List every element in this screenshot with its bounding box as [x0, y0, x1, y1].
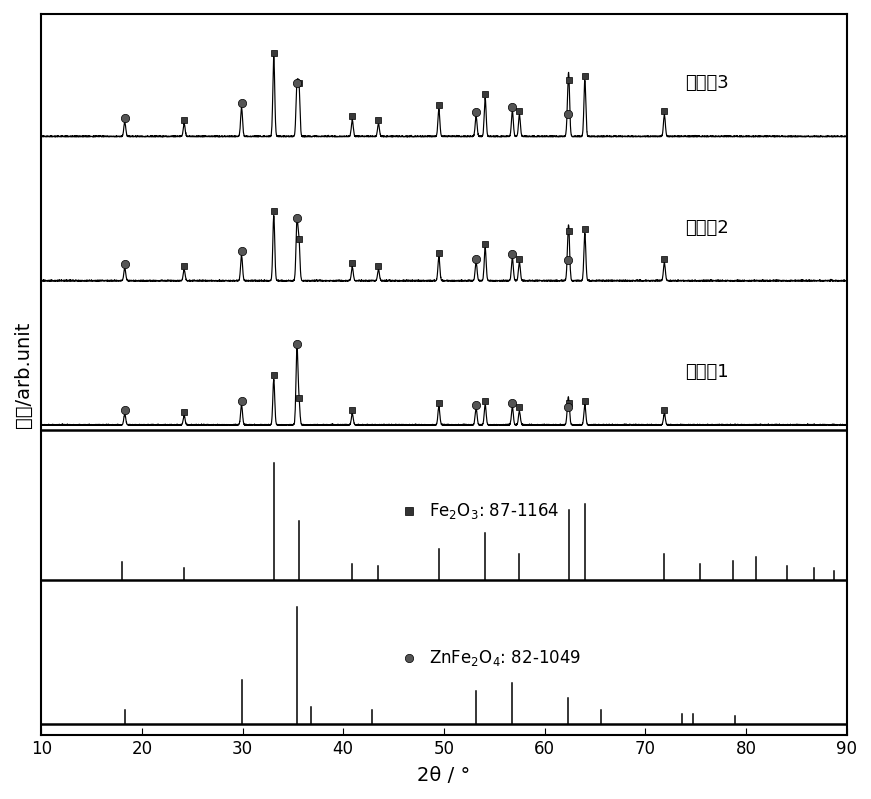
Text: 实施䕡2: 实施䕡2 — [685, 219, 729, 237]
Text: 实施䕡3: 实施䕡3 — [685, 74, 729, 93]
X-axis label: 2θ / °: 2θ / ° — [417, 766, 470, 785]
Text: Fe$_2$O$_3$: 87-1164: Fe$_2$O$_3$: 87-1164 — [429, 501, 559, 521]
Text: ZnFe$_2$O$_4$: 82-1049: ZnFe$_2$O$_4$: 82-1049 — [429, 648, 581, 668]
Y-axis label: 强度/arb.unit: 强度/arb.unit — [14, 321, 33, 427]
Text: 实施䕡1: 实施䕡1 — [685, 363, 729, 381]
